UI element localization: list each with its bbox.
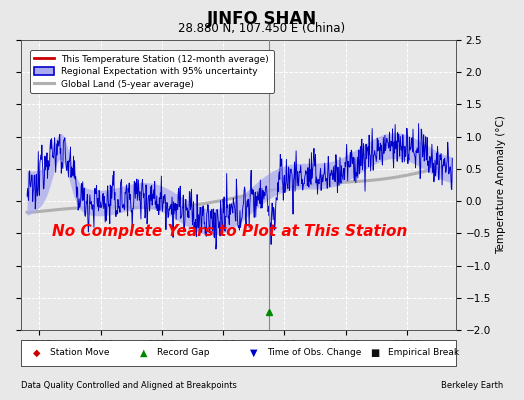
Text: ◆: ◆ <box>33 348 40 358</box>
Text: Berkeley Earth: Berkeley Earth <box>441 381 503 390</box>
Text: Empirical Break: Empirical Break <box>388 348 459 357</box>
Text: 28.880 N, 107.450 E (China): 28.880 N, 107.450 E (China) <box>179 22 345 35</box>
Text: Record Gap: Record Gap <box>157 348 210 357</box>
Text: ▲: ▲ <box>140 348 148 358</box>
Text: Time of Obs. Change: Time of Obs. Change <box>267 348 362 357</box>
Text: Station Move: Station Move <box>50 348 110 357</box>
Text: JINFO SHAN: JINFO SHAN <box>207 10 317 28</box>
Text: No Complete Years to Plot at This Station: No Complete Years to Plot at This Statio… <box>52 224 407 239</box>
Text: Data Quality Controlled and Aligned at Breakpoints: Data Quality Controlled and Aligned at B… <box>21 381 237 390</box>
Legend: This Temperature Station (12-month average), Regional Expectation with 95% uncer: This Temperature Station (12-month avera… <box>30 50 274 93</box>
Text: ■: ■ <box>370 348 379 358</box>
Text: ▼: ▼ <box>250 348 258 358</box>
Y-axis label: Temperature Anomaly (°C): Temperature Anomaly (°C) <box>497 116 507 254</box>
